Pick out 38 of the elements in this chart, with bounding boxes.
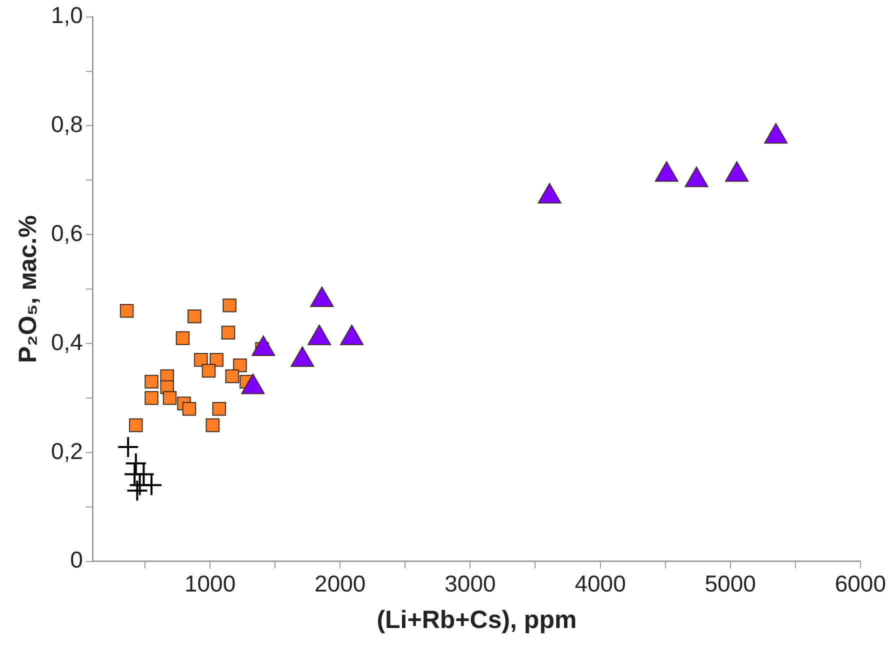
x-tick-label: 6000 (834, 570, 886, 597)
x-tick-label: 1000 (184, 570, 236, 597)
point (538, 183, 562, 204)
x-tick-label: 3000 (444, 570, 496, 597)
point (202, 364, 216, 378)
point (194, 353, 208, 367)
y-tick-label: 0 (70, 546, 83, 573)
point (233, 358, 247, 372)
y-tick-label: 0,6 (50, 220, 83, 246)
point (725, 161, 749, 182)
point (176, 331, 190, 345)
y-tick-label: 1,0 (50, 2, 83, 28)
point (225, 369, 240, 384)
point (144, 391, 158, 405)
point (206, 418, 220, 432)
point (182, 402, 196, 416)
point (126, 480, 148, 502)
y-tick-label: 0,4 (50, 328, 84, 355)
y-tick-label: 0,8 (50, 111, 83, 138)
x-tick-label: 5000 (704, 570, 756, 597)
point (221, 326, 236, 340)
point (162, 391, 177, 405)
point (654, 161, 678, 182)
y-axis-title: P₂O₅, мас.% (14, 215, 42, 363)
point (188, 309, 202, 324)
point (120, 304, 134, 318)
point (144, 374, 158, 389)
x-tick-label: 4000 (574, 570, 626, 597)
point (684, 166, 708, 188)
point (222, 298, 236, 312)
point (212, 402, 226, 416)
point (764, 123, 788, 144)
point (129, 418, 143, 432)
point (210, 353, 224, 367)
x-tick-label: 2000 (314, 570, 366, 597)
point (117, 436, 140, 458)
x-axis-title: (Li+Rb+Cs), ppm (376, 606, 577, 634)
y-tick-label: 0,2 (50, 438, 83, 464)
